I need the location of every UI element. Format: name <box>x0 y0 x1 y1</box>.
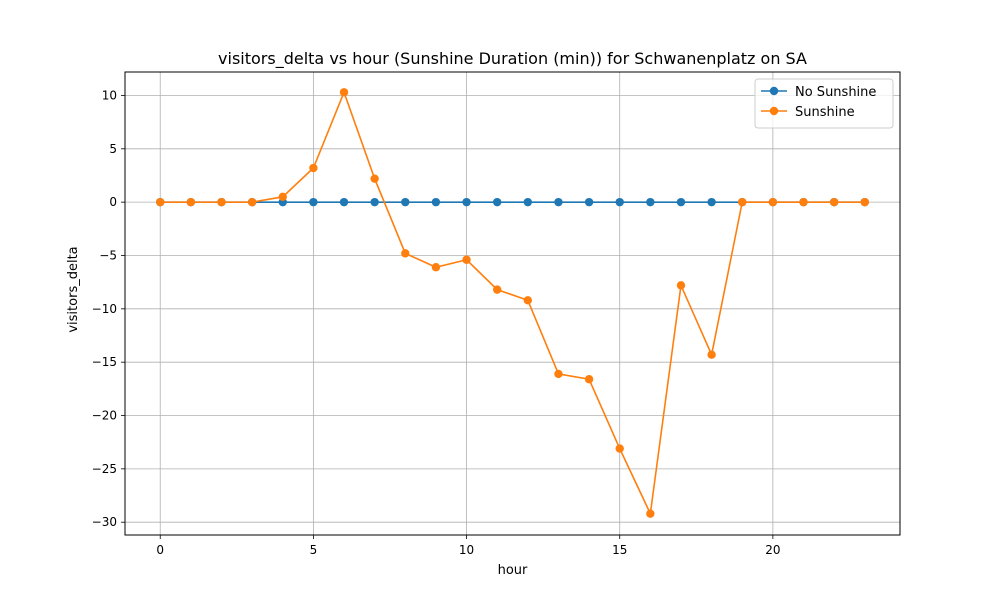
data-point <box>676 197 686 207</box>
data-point <box>339 197 349 207</box>
plot-frame <box>124 71 901 536</box>
data-point <box>462 197 471 207</box>
data-point <box>799 197 808 207</box>
data-point <box>309 197 318 207</box>
data-point <box>523 197 533 207</box>
data-point <box>156 197 165 207</box>
y-tick-label: −20 <box>92 409 117 423</box>
y-tick-label: −25 <box>92 462 117 476</box>
data-point <box>431 263 441 272</box>
data-point <box>829 197 839 207</box>
legend-box <box>754 78 894 129</box>
legend-item: No Sunshine <box>761 85 876 100</box>
data-point <box>462 255 471 264</box>
data-point <box>615 444 624 453</box>
data-point <box>860 197 869 207</box>
legend-label: Sunshine <box>795 105 855 120</box>
series-2 <box>156 88 869 518</box>
legend: No Sunshine Sunshine <box>754 78 894 129</box>
data-point <box>370 174 379 183</box>
data-point <box>339 88 349 97</box>
y-tick-label: −30 <box>92 515 117 529</box>
x-tick-label: 0 <box>156 543 164 557</box>
tick-layer: 0 5 10 15 20 −30 −25 −20 −15 −10 −5 0 5 10 <box>92 88 781 557</box>
data-point <box>401 197 410 207</box>
data-point <box>370 197 379 207</box>
data-point <box>554 197 563 207</box>
data-point <box>247 197 257 207</box>
grid-layer <box>125 72 900 535</box>
data-point <box>707 197 716 207</box>
data-point <box>401 249 410 258</box>
y-tick-label: 5 <box>109 142 117 156</box>
data-point <box>554 369 563 379</box>
x-tick-label: 5 <box>310 543 318 557</box>
legend-marker <box>769 106 779 116</box>
chart-title: visitors_delta vs hour (Sunshine Duratio… <box>218 49 807 69</box>
data-point <box>646 197 655 207</box>
x-tick-label: 15 <box>612 543 627 557</box>
data-point <box>523 296 533 305</box>
data-point <box>492 197 502 207</box>
legend-marker <box>769 86 779 96</box>
y-tick-label: 10 <box>102 88 117 102</box>
data-point <box>738 197 747 207</box>
data-point <box>309 163 318 173</box>
x-axis-label: hour <box>498 563 528 578</box>
y-tick-label: −5 <box>99 248 117 262</box>
data-point <box>278 192 287 202</box>
data-point <box>646 509 655 518</box>
y-tick-label: −10 <box>92 302 117 316</box>
y-tick-label: −15 <box>92 355 117 369</box>
y-tick-label: 0 <box>109 195 117 209</box>
data-point <box>492 285 502 294</box>
data-point <box>676 281 686 290</box>
data-point <box>431 197 441 207</box>
x-tick-label: 20 <box>765 543 780 557</box>
data-point <box>707 350 716 359</box>
series-layer <box>156 88 869 518</box>
data-point <box>584 375 594 384</box>
legend-label: No Sunshine <box>795 85 876 100</box>
y-axis-label: visitors_delta <box>66 246 81 332</box>
data-point <box>217 197 226 207</box>
data-point <box>186 197 196 207</box>
data-point <box>615 197 624 207</box>
data-point <box>584 197 594 207</box>
data-point <box>768 197 778 207</box>
legend-item: Sunshine <box>761 105 855 120</box>
x-tick-label: 10 <box>459 543 474 557</box>
series-line <box>160 90 865 517</box>
